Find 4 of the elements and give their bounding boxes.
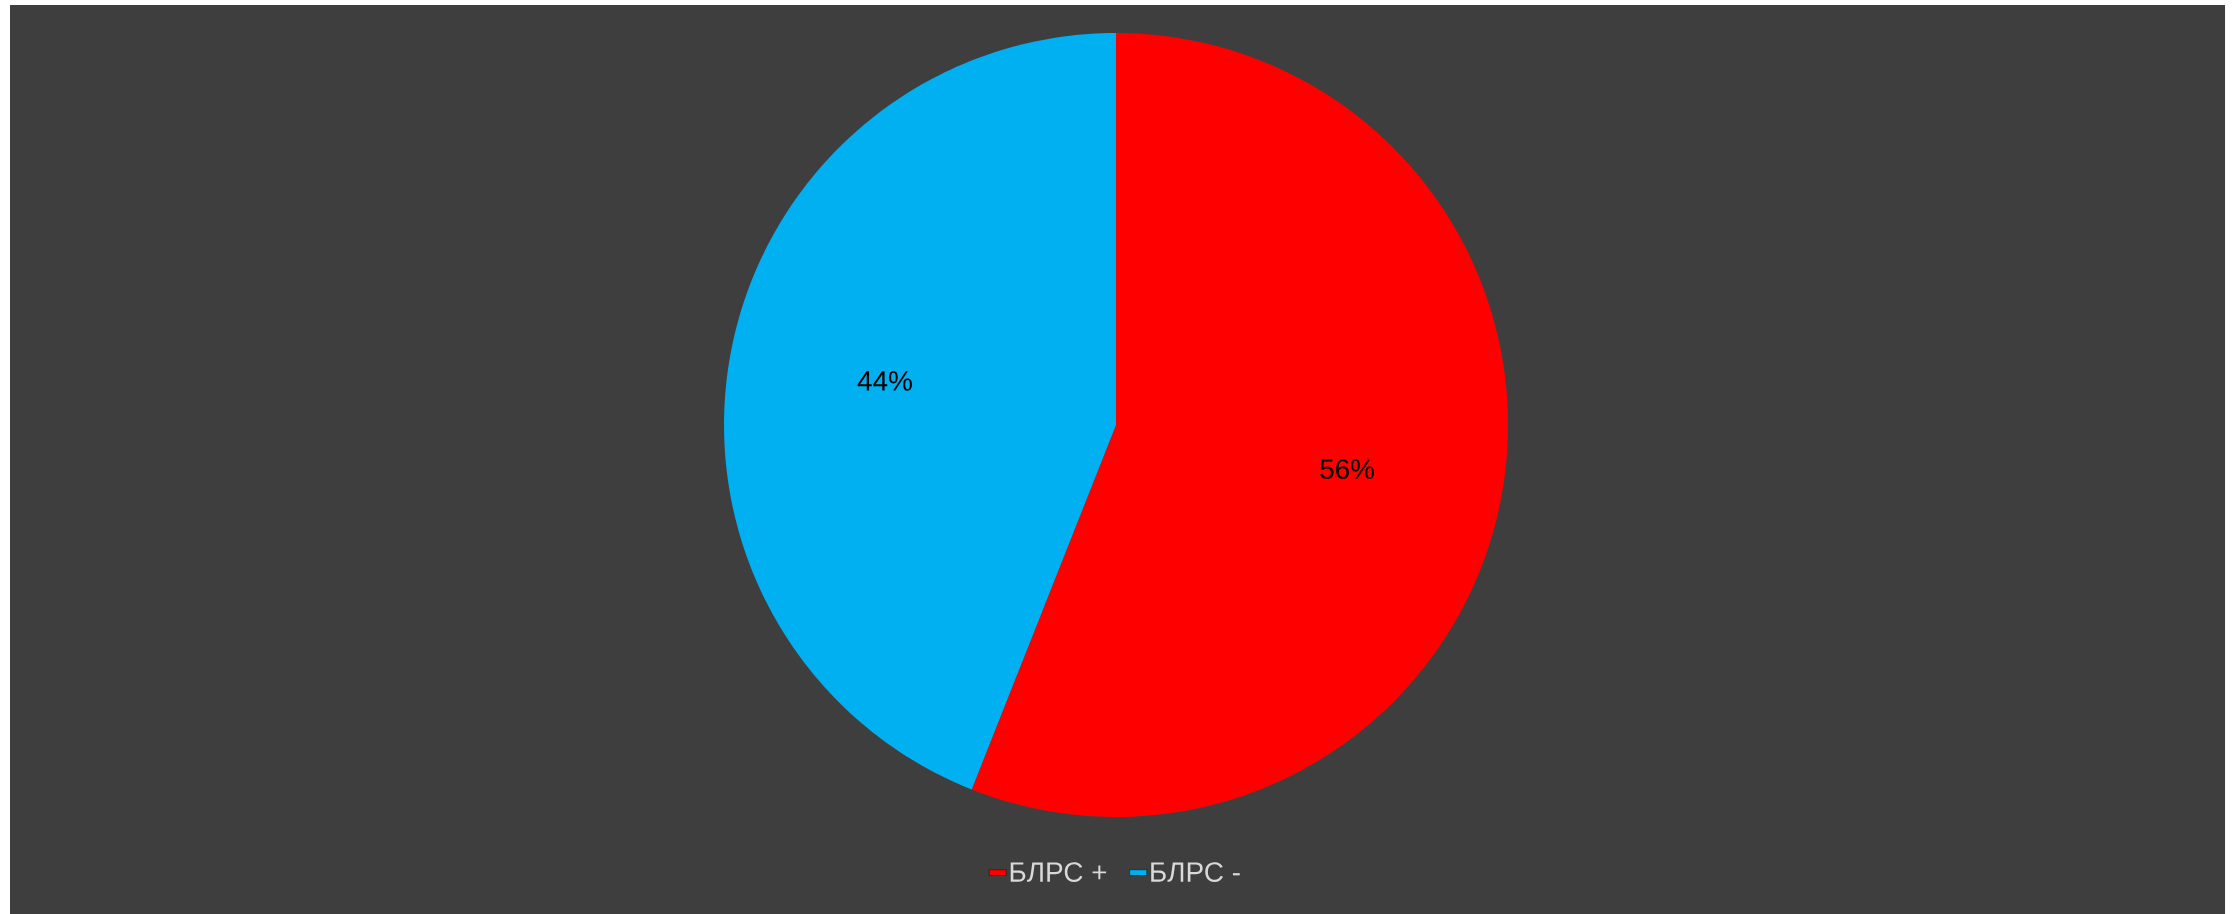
legend-label: БЛРС - [1151,862,1240,882]
data-label: 44% [857,371,912,391]
legend-label: БЛРС + [1010,862,1107,882]
data-label: 56% [1320,459,1374,479]
